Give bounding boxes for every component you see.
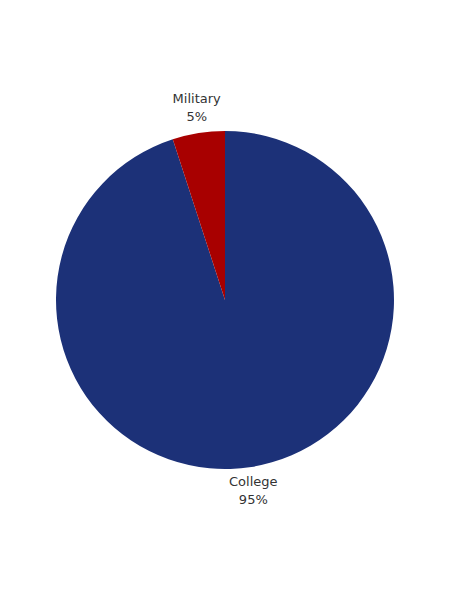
- pie-slice: [173, 131, 225, 300]
- slice-label: Military: [173, 91, 221, 106]
- pie: [56, 131, 394, 469]
- labels: College 95% Military 5%: [173, 91, 278, 507]
- pie-slice: [56, 131, 394, 469]
- chart: College 95% Military 5%: [0, 0, 450, 600]
- slice-label: College: [229, 474, 278, 489]
- slice-value-label: 5%: [186, 109, 207, 124]
- slice-value-label: 95%: [239, 492, 268, 507]
